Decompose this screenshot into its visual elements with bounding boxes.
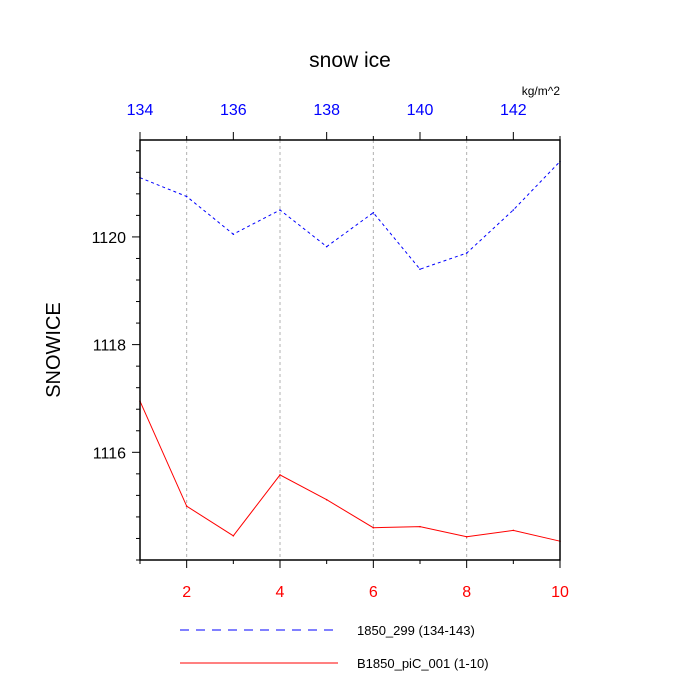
data-point (232, 233, 235, 236)
x-bottom-tick-label: 6 (369, 584, 378, 601)
data-point (512, 529, 515, 532)
legend-label: 1850_299 (134-143) (357, 623, 475, 638)
data-point (325, 498, 328, 501)
data-point (372, 526, 375, 529)
data-point (325, 245, 328, 248)
chart-title: snow ice (309, 49, 391, 72)
y-axis-label: SNOWICE (43, 302, 65, 398)
data-point (279, 209, 281, 211)
x-top-tick-label: 142 (500, 102, 527, 119)
plot-frame (139, 139, 561, 561)
x-top-tick-label: 138 (313, 102, 340, 119)
data-point (185, 195, 188, 198)
y-tick-label: 1116 (93, 445, 126, 462)
y-tick-label: 1120 (92, 230, 127, 247)
x-bottom-tick-label: 2 (182, 584, 191, 601)
data-point (419, 525, 421, 528)
data-point (512, 209, 515, 211)
x-top-tick-label: 134 (127, 102, 154, 119)
data-point (279, 474, 281, 476)
x-top-tick-label: 136 (220, 102, 247, 119)
legend-label: B1850_piC_001 (1-10) (357, 656, 489, 671)
units-label: kg/m^2 (522, 84, 561, 98)
x-bottom-tick-label: 10 (551, 584, 569, 601)
series-line-1 (139, 161, 561, 270)
grid (186, 140, 468, 560)
y-tick-label: 1118 (93, 338, 126, 355)
series-line-2 (139, 400, 561, 542)
x-bottom-tick-label: 8 (462, 584, 471, 601)
axes: 2 4 6 8 10 134 136 138 140 142 1116 1118 1120 (92, 102, 569, 601)
data-point (465, 252, 468, 254)
data-point (372, 211, 375, 214)
data-point (185, 505, 188, 507)
legend: 1850_299 (134-143) B1850_piC_001 (1-10) (180, 623, 489, 671)
series-layer (139, 160, 561, 542)
data-point (419, 268, 421, 271)
x-bottom-tick-label: 4 (276, 584, 285, 601)
data-point (232, 534, 235, 537)
data-point (465, 536, 468, 538)
x-top-tick-label: 140 (407, 102, 434, 119)
